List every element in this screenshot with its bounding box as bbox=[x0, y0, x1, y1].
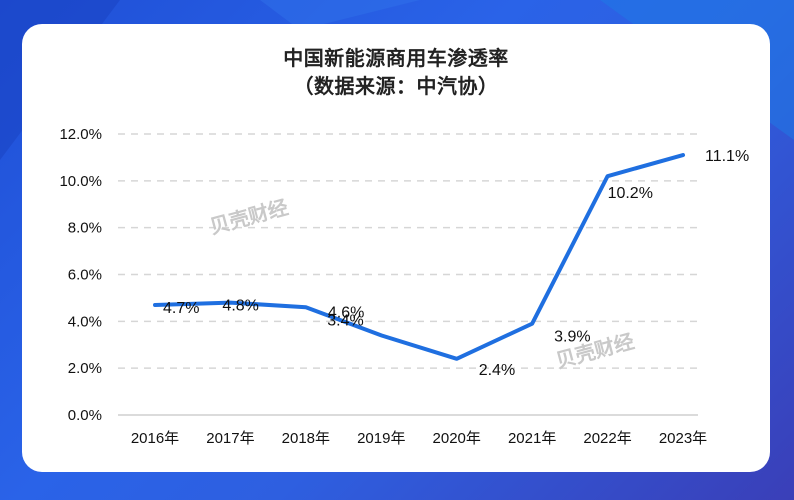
series-line bbox=[153, 153, 685, 361]
chart-title: 中国新能源商用车渗透率 bbox=[283, 46, 509, 70]
line-chart: 0.0% 2.0% 4.0% 6.0% 8.0% 10.0% 12.0% 2016年 2017… bbox=[59, 126, 749, 447]
data-label: 3.4% bbox=[327, 312, 363, 329]
x-tick-label: 2021年 bbox=[508, 430, 556, 447]
gridlines bbox=[118, 133, 698, 369]
x-tick-label: 2020年 bbox=[433, 430, 481, 447]
y-tick-label: 4.0% bbox=[68, 313, 102, 330]
data-label: 4.8% bbox=[222, 298, 258, 315]
data-label: 10.2% bbox=[608, 185, 653, 202]
y-tick-label: 10.0% bbox=[59, 173, 102, 190]
chart-card: 中国新能源商用车渗透率 （数据来源：中汽协） 0.0% 2.0% 4.0% 6.0% 8… bbox=[22, 24, 770, 472]
x-tick-label: 2023年 bbox=[659, 430, 707, 447]
y-tick-label: 2.0% bbox=[68, 360, 102, 377]
y-tick-label: 8.0% bbox=[68, 220, 102, 237]
y-tick-label: 6.0% bbox=[68, 267, 102, 284]
data-label: 4.6% bbox=[328, 304, 364, 321]
data-label: 2.4% bbox=[479, 362, 515, 379]
data-label: 3.9% bbox=[554, 329, 590, 346]
x-tick-label: 2019年 bbox=[357, 430, 405, 447]
x-tick-label: 2018年 bbox=[282, 430, 330, 447]
y-axis-ticks: 0.0% 2.0% 4.0% 6.0% 8.0% 10.0% 12.0% bbox=[59, 126, 102, 424]
chart-subtitle: （数据来源：中汽协） bbox=[293, 74, 499, 98]
y-tick-label: 12.0% bbox=[59, 126, 102, 143]
watermark-1: 贝壳财经 bbox=[207, 195, 290, 239]
y-tick-label: 0.0% bbox=[68, 407, 102, 424]
data-label: 4.7% bbox=[163, 300, 199, 317]
x-tick-label: 2017年 bbox=[206, 430, 254, 447]
x-tick-label: 2016年 bbox=[131, 430, 179, 447]
x-tick-label: 2022年 bbox=[583, 430, 631, 447]
data-label: 11.1% bbox=[705, 148, 749, 165]
data-labels: 4.7% 4.8% 4.6%3.4% 2.4% 3.9% 10.2% 11.1% bbox=[163, 148, 749, 379]
x-axis-ticks: 2016年 2017年 2018年 2019年 2020年 2021年 2022年 2023年 bbox=[131, 430, 707, 447]
